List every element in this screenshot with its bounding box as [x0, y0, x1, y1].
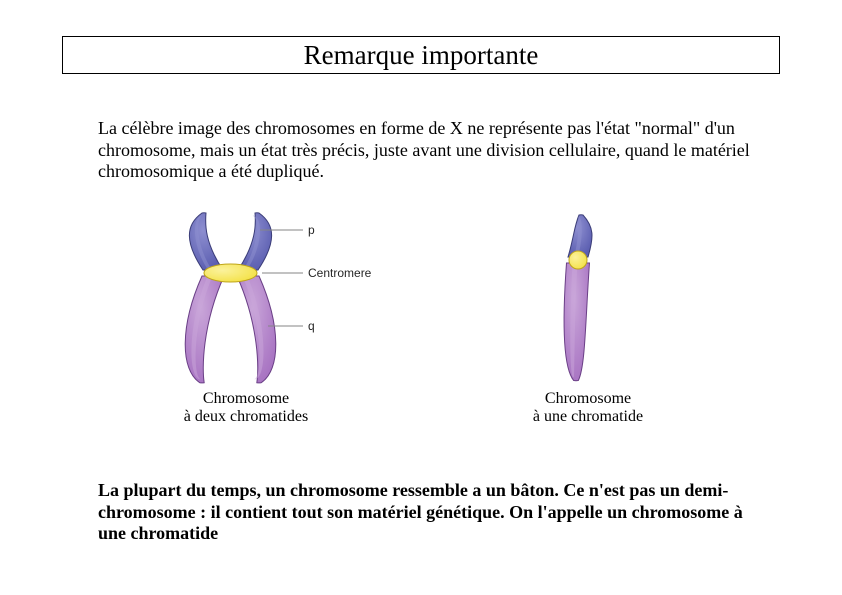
intro-paragraph: La célèbre image des chromosomes en form… [98, 118, 758, 183]
title-box: Remarque importante [62, 36, 780, 74]
page-root: Remarque importante La célèbre image des… [0, 0, 842, 595]
chromosome-one-chromatid [528, 198, 628, 398]
caption-text: à une chromatide [533, 408, 643, 425]
caption-two-chromatids: Chromosome à deux chromatides [156, 390, 336, 427]
chromosome-two-chromatids: p Centromere q [158, 198, 388, 398]
caption-text: à deux chromatides [184, 408, 308, 425]
caption-text: Chromosome [203, 390, 289, 407]
page-title: Remarque importante [304, 40, 539, 71]
diagram-label: q [308, 319, 315, 333]
diagram-area: p Centromere q Chromosome [98, 198, 743, 418]
diagram-label: Centromere [308, 266, 372, 280]
caption-one-chromatid: Chromosome à une chromatide [498, 390, 678, 427]
caption-text: Chromosome [545, 390, 631, 407]
conclusion-paragraph: La plupart du temps, un chromosome resse… [98, 480, 758, 545]
diagram-label: p [308, 223, 315, 237]
